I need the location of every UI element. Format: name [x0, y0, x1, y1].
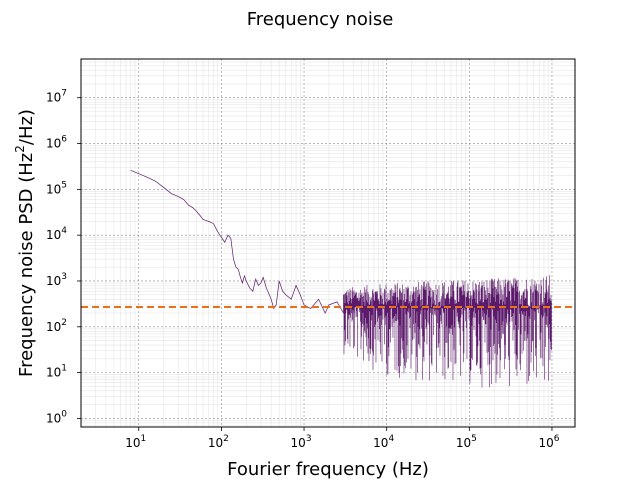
x-tick-label: 104: [373, 434, 394, 450]
plot-frame: [80, 58, 576, 428]
x-axis-ticks: 101 102 103 104 105 106: [125, 427, 560, 450]
noise-band-strokes: [343, 275, 552, 388]
psd-series-line: [130, 170, 350, 314]
y-tick-label-base: 10: [46, 411, 61, 425]
x-tick-label-base: 10: [538, 436, 553, 450]
x-tick-label-exponent: 3: [306, 434, 312, 444]
minor-grid: [81, 59, 575, 427]
x-tick-label-base: 10: [125, 436, 140, 450]
y-tick-label: 105: [46, 180, 67, 196]
y-tick-label-exponent: 4: [61, 226, 67, 236]
y-tick-label: 101: [46, 364, 67, 380]
y-tick-label-exponent: 5: [61, 180, 67, 190]
x-tick-label: 105: [456, 434, 477, 450]
y-tick-label-exponent: 1: [61, 364, 67, 374]
x-tick-label-base: 10: [373, 436, 388, 450]
plot-area: [81, 170, 575, 388]
y-tick-label: 100: [46, 409, 67, 425]
x-tick-label-base: 10: [208, 436, 223, 450]
y-tick-label-exponent: 0: [61, 409, 67, 419]
y-tick-label: 102: [46, 318, 67, 334]
y-tick-label-exponent: 2: [61, 318, 67, 328]
x-tick-label: 103: [291, 434, 312, 450]
y-tick-label-base: 10: [46, 137, 61, 151]
x-tick-label-base: 10: [291, 436, 306, 450]
major-grid: [81, 59, 575, 427]
y-tick-label-base: 10: [46, 274, 61, 288]
y-tick-label-base: 10: [46, 228, 61, 242]
x-tick-label-exponent: 4: [388, 434, 394, 444]
x-tick-label-exponent: 1: [141, 434, 147, 444]
x-tick-label-exponent: 2: [223, 434, 229, 444]
y-tick-label-base: 10: [46, 366, 61, 380]
y-axis-label-superscript: 2: [13, 145, 27, 153]
x-tick-label-base: 10: [456, 436, 471, 450]
y-axis-label-main: Frequency noise PSD (Hz: [16, 153, 37, 377]
y-tick-label: 107: [46, 89, 67, 105]
x-tick-label-exponent: 6: [554, 434, 560, 444]
x-tick-label: 106: [538, 434, 559, 450]
y-tick-label-exponent: 6: [61, 135, 67, 145]
noise-band-series: [343, 275, 552, 388]
y-tick-label-base: 10: [46, 320, 61, 334]
x-tick-label-exponent: 5: [471, 434, 477, 444]
y-tick-label: 104: [46, 226, 67, 242]
y-tick-label-base: 10: [46, 182, 61, 196]
y-axis-label: Frequency noise PSD (Hz2/Hz): [13, 109, 37, 377]
y-tick-label-base: 10: [46, 91, 61, 105]
y-tick-label-exponent: 7: [61, 89, 67, 99]
y-tick-label-exponent: 3: [61, 272, 67, 282]
x-axis-label: Fourier frequency (Hz): [227, 459, 429, 480]
chart-title: Frequency noise: [247, 9, 394, 30]
y-tick-label: 103: [46, 272, 67, 288]
y-axis-label-tail: /Hz): [16, 109, 37, 145]
x-tick-label: 101: [125, 434, 146, 450]
y-tick-label: 106: [46, 135, 67, 151]
x-tick-label: 102: [208, 434, 229, 450]
